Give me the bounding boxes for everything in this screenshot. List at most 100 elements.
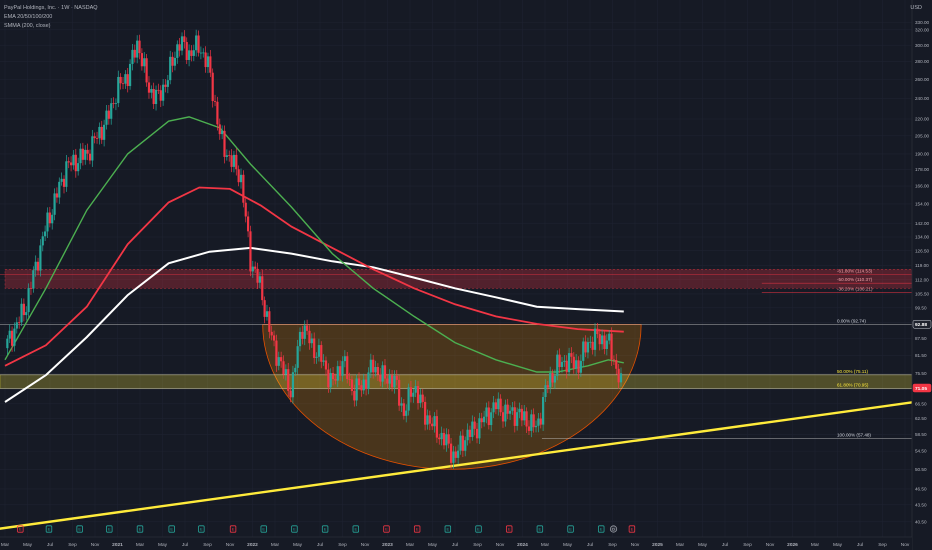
candle-body [192,50,195,56]
candle-body [365,379,368,390]
time-tick-label: May [293,542,303,548]
price-tick-label: 330.00 [915,20,929,25]
earnings-marker-text: E [600,527,603,532]
price-tick-label: 178.00 [915,167,929,172]
candle-body [454,451,457,458]
candle-body [270,331,273,336]
fib-label: -38.20% (106.21) [837,286,873,291]
candle-body [386,378,389,384]
candle-body [86,149,89,154]
candle-body [58,181,61,198]
candle-body [388,375,391,384]
candle-body [367,372,370,390]
candle-body [435,416,439,438]
candle-body [452,451,455,463]
candle-body [103,124,106,140]
candle-body [497,398,500,410]
candle-body [395,375,398,380]
candle-body [584,341,587,353]
candle-body [572,356,575,369]
candle-body [171,56,174,66]
time-tick-label: Sep [878,542,887,548]
time-tick-label: Nov [901,542,910,548]
candle-body [275,340,278,366]
grid [0,0,912,537]
price-tick-label: 260.00 [915,77,929,82]
candle-body [534,425,538,428]
indicator-smma-label[interactable]: SMMA (200, close) [4,23,51,29]
candle-body [480,418,483,423]
candle-body [199,52,202,54]
earnings-marker-text: E [170,527,173,532]
candle-body [334,379,337,381]
candle-body [575,360,578,369]
candle-body [51,214,54,224]
candle-body [553,375,557,383]
indicator-ema-label[interactable]: EMA 20/50/100/200 [4,14,53,20]
candle-body [114,103,118,104]
candle-body [508,410,512,414]
earnings-marker [506,525,513,533]
price-tick-label: 66.50 [915,401,927,406]
candle-body [525,411,528,427]
candle-body [478,418,481,439]
earnings-marker-text: E [19,527,22,532]
candle-body [310,338,313,344]
candle-body [445,434,448,446]
candle-body [405,410,408,416]
price-tick-label: 46.50 [915,487,927,492]
time-tick-label: Mar [406,542,415,548]
candle-body [46,212,49,232]
earnings-marker-text: E [78,527,81,532]
candle-body [235,154,238,170]
candle-body [461,435,464,451]
earnings-marker [291,525,298,533]
candle-body [570,353,573,357]
candle-body [77,163,80,172]
candle-body [218,124,221,135]
candle-body [133,49,136,58]
candle-body [246,216,250,232]
candle-body [393,375,396,388]
earnings-marker-text: E [324,527,327,532]
time-axis: Mar May Jul Sep Nov 2021 Mar May Jul Sep Nov 2022 Ma… [1,542,910,548]
candle-body [556,354,559,376]
candle-body [560,361,564,368]
price-tick-label: 320.00 [915,27,929,32]
time-tick-label: Jul [587,542,593,548]
symbol-title[interactable]: PayPal Holdings, Inc. · 1W · NASDAQ [4,5,98,11]
candle-body [53,193,56,215]
candle-body [442,432,446,446]
time-tick-label: 2025 [652,542,663,548]
candle-body [372,359,375,373]
price-tag-text: 92.88 [915,322,927,328]
price-tick-label: 220.00 [915,117,929,122]
candle-body [428,415,431,424]
candle-body [563,360,566,362]
candle-body [232,154,236,167]
candle-body [41,236,44,246]
candle-body [308,330,311,344]
candle-body [29,288,33,289]
time-tick-label: Mar [136,542,145,548]
candle-body [483,416,486,423]
earnings-marker-text: E [293,527,296,532]
time-tick-label: Mar [541,542,550,548]
earnings-marker-text: E [447,527,450,532]
candle-body [213,101,217,102]
candle-body [357,378,361,386]
candle-body [10,330,14,346]
candle-body [516,412,519,426]
candle-body [610,333,613,360]
candle-body [303,325,306,339]
candle-body [537,418,540,426]
candle-body [549,373,552,388]
candle-body [164,84,167,87]
candle-body [544,385,547,398]
candle-body [551,373,554,383]
candle-body [183,36,186,43]
dividend-marker-text: D [612,527,615,532]
candle-body [400,403,403,406]
candle-body [131,49,134,64]
